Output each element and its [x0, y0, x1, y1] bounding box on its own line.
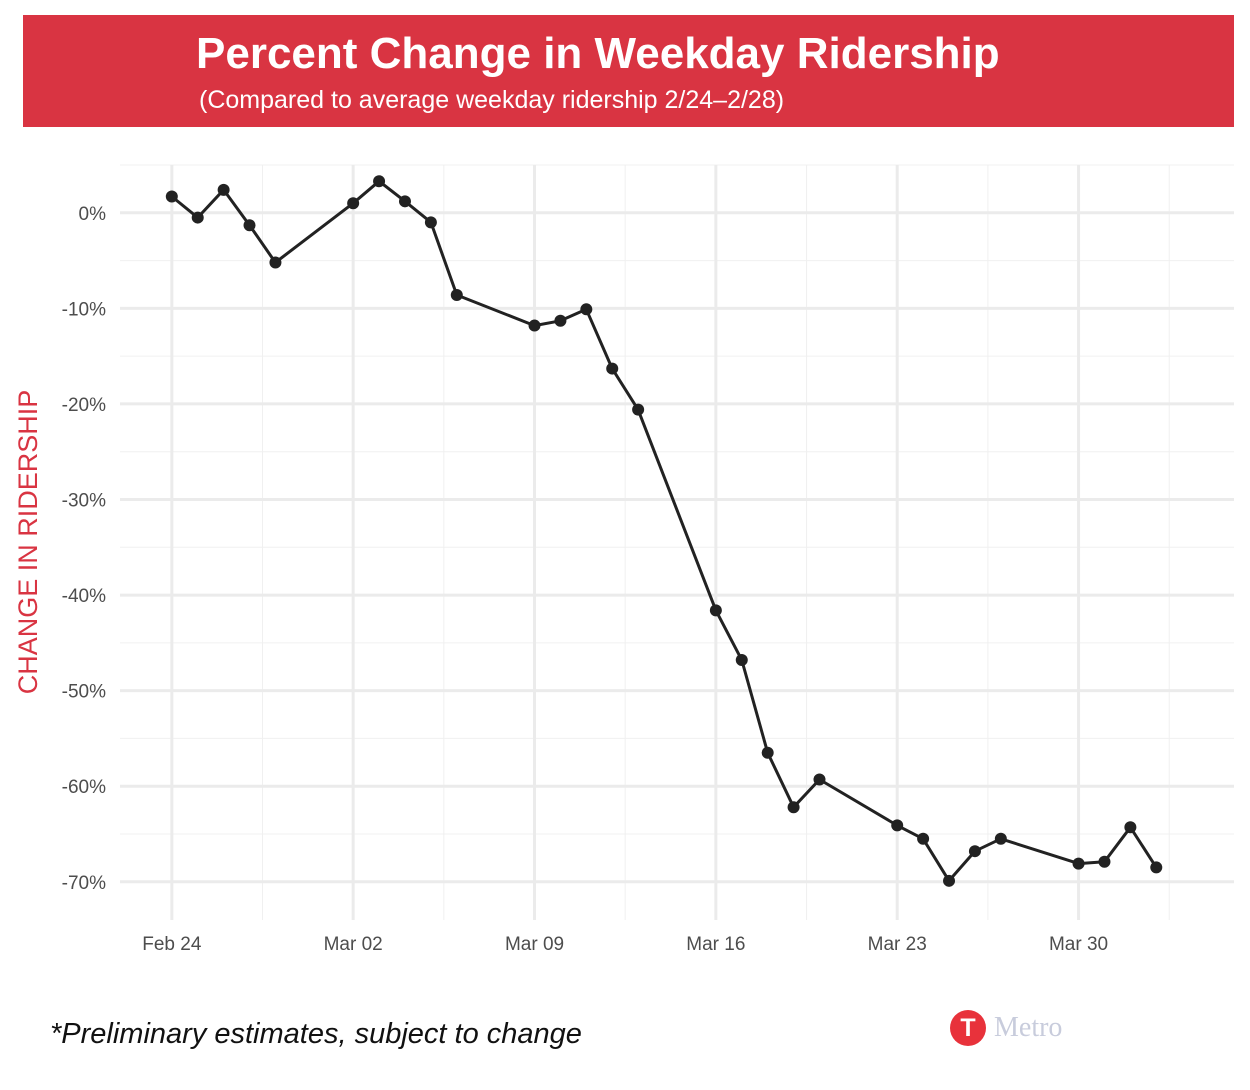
- data-point: [606, 362, 619, 375]
- y-axis-label: CHANGE IN RIDERSHIP: [13, 390, 43, 695]
- data-point: [1150, 861, 1163, 874]
- data-point: [243, 219, 256, 232]
- title-banner: Percent Change in Weekday Ridership (Com…: [23, 15, 1234, 127]
- data-point: [373, 175, 386, 188]
- x-tick-label: Mar 30: [1049, 934, 1108, 955]
- data-point: [450, 288, 463, 301]
- data-point: [554, 314, 567, 327]
- y-tick-label: -50%: [62, 682, 106, 703]
- chart-subtitle: (Compared to average weekday ridership 2…: [199, 86, 785, 114]
- y-tick-label: -10%: [62, 299, 106, 320]
- series-ridership: [165, 175, 1163, 887]
- x-tick-label: Feb 24: [142, 934, 202, 955]
- x-tick-label: Mar 02: [324, 934, 383, 955]
- data-point: [917, 832, 930, 845]
- y-tick-label: -40%: [62, 586, 106, 607]
- x-tick-label: Mar 16: [686, 934, 745, 955]
- data-point: [1124, 821, 1137, 834]
- chart-title: Percent Change in Weekday Ridership: [196, 29, 1000, 78]
- data-point: [1098, 855, 1111, 868]
- series-line: [170, 179, 1158, 883]
- metro-wordmark: Metro: [994, 1012, 1063, 1043]
- data-point: [943, 874, 956, 887]
- x-tick-label: Mar 23: [868, 934, 927, 955]
- metro-logo: T Metro: [950, 1010, 1090, 1046]
- minor-gridlines: [120, 164, 1234, 920]
- data-point: [735, 654, 748, 667]
- line-chart: 0% -10% -20% -30% -40% -50% -60% -70% Feb 24 Mar…: [13, 164, 1234, 955]
- x-axis-tick-labels: Feb 24 Mar 02 Mar 09 Mar 16 Mar 23 Mar 30: [142, 934, 1108, 955]
- footnote: *Preliminary estimates, subject to chang…: [50, 1018, 582, 1050]
- y-tick-label: -30%: [62, 490, 106, 511]
- data-point: [165, 190, 178, 203]
- data-point: [528, 319, 541, 332]
- y-tick-label: -20%: [62, 395, 106, 416]
- y-axis-tick-labels: 0% -10% -20% -30% -40% -50% -60% -70%: [62, 204, 106, 894]
- y-tick-label: -70%: [62, 873, 106, 894]
- data-point: [994, 832, 1007, 845]
- x-tick-label: Mar 09: [505, 934, 564, 955]
- data-point: [968, 845, 981, 858]
- data-point: [217, 183, 230, 196]
- data-point: [347, 197, 360, 210]
- data-point: [891, 819, 904, 832]
- data-point: [580, 303, 593, 316]
- data-point: [632, 403, 645, 416]
- data-point: [1072, 857, 1085, 870]
- y-tick-label: 0%: [79, 204, 107, 225]
- data-point: [424, 216, 437, 229]
- data-point: [761, 746, 774, 759]
- data-point: [269, 256, 282, 269]
- metro-logo-icon: T: [950, 1010, 986, 1046]
- data-point: [398, 195, 411, 208]
- y-tick-label: -60%: [62, 777, 106, 798]
- data-point: [787, 801, 800, 814]
- major-gridlines: [120, 165, 1234, 920]
- data-point: [709, 604, 722, 617]
- data-point: [813, 773, 826, 786]
- data-point: [191, 211, 204, 224]
